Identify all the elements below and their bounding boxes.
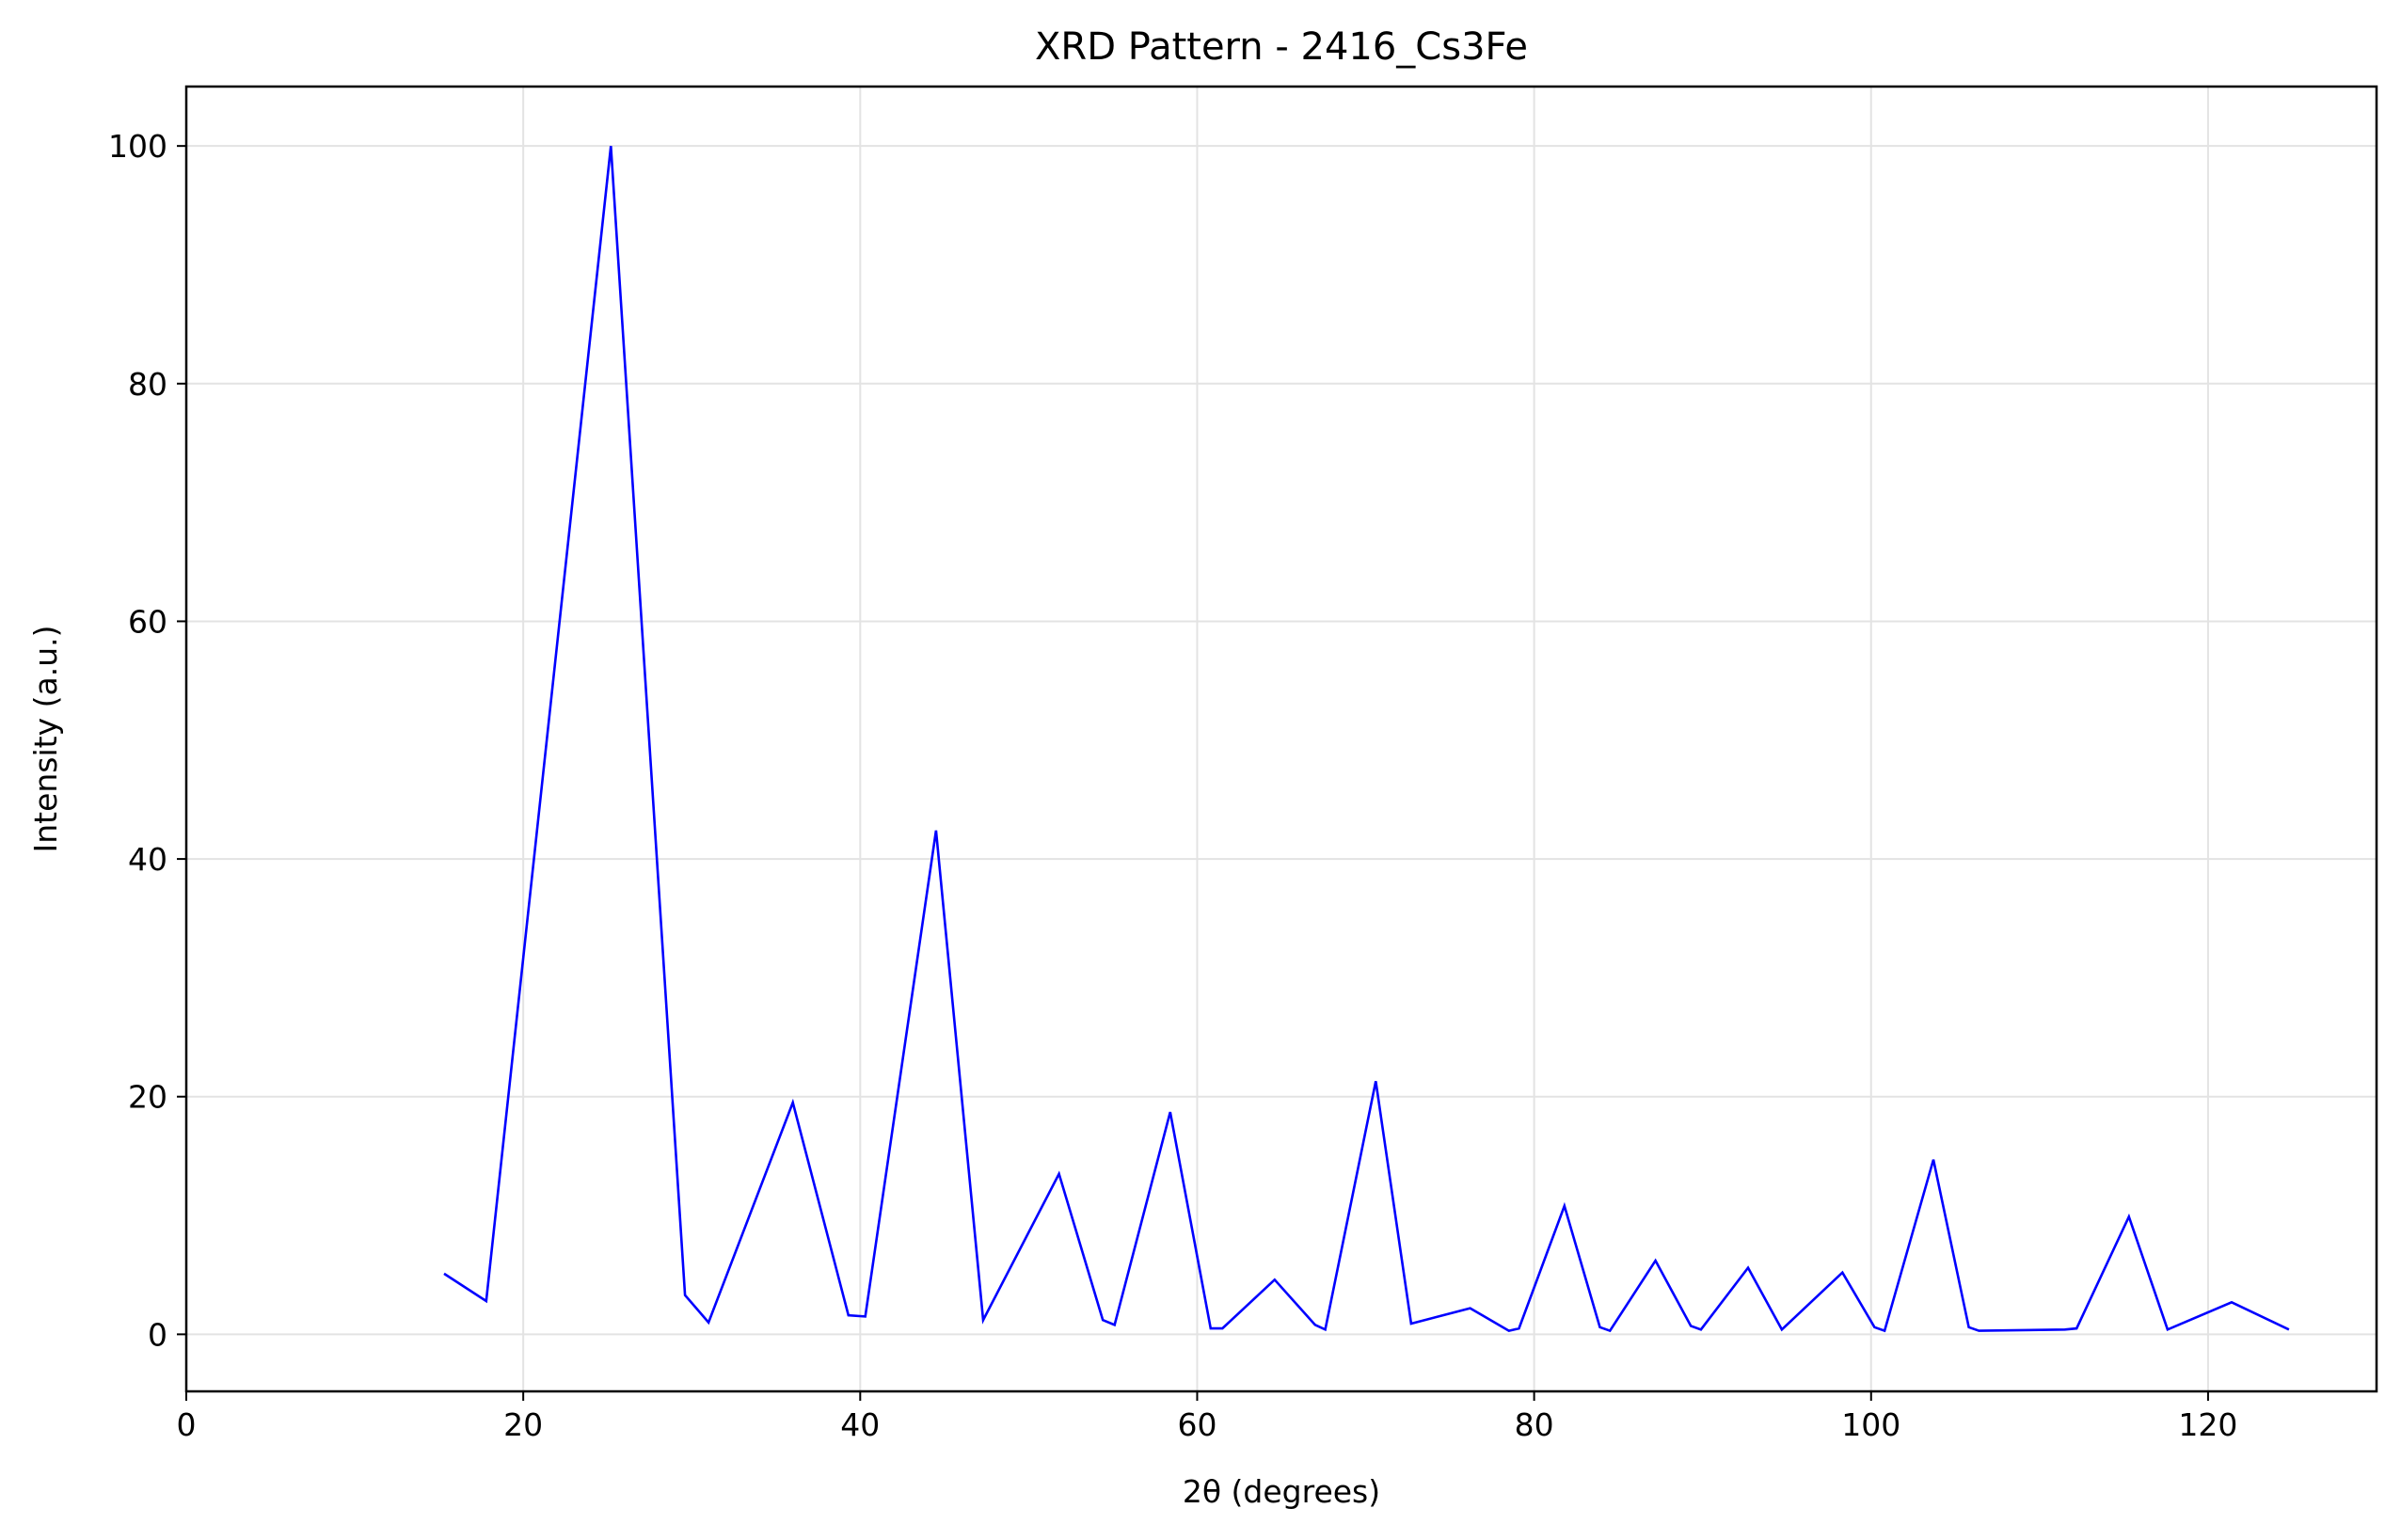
series-layer: [443, 146, 2290, 1333]
y-tick-label: 60: [128, 603, 167, 640]
ticks: 0 20 40 60 80 100 120 0 20 40 60 80 100: [108, 128, 2237, 1443]
x-tick-label: 0: [177, 1406, 197, 1443]
y-tick-label: 80: [128, 366, 167, 403]
x-tick-label: 120: [2178, 1406, 2237, 1443]
x-tick-label: 40: [840, 1406, 880, 1443]
y-tick-label: 0: [148, 1316, 167, 1353]
chart-title: XRD Pattern - 2416_Cs3Fe: [1035, 25, 1528, 69]
y-tick-label: 100: [108, 128, 167, 165]
plot-frame: [184, 85, 2378, 1393]
x-tick-label: 80: [1515, 1406, 1554, 1443]
x-axis-title: 2θ (degrees): [1183, 1473, 1380, 1510]
xrd-series-line: [443, 146, 2290, 1333]
grid: [185, 87, 2377, 1391]
y-tick-label: 40: [128, 841, 167, 878]
x-tick-label: 20: [503, 1406, 543, 1443]
x-tick-label: 60: [1177, 1406, 1216, 1443]
y-axis-title: Intensity (a.u.): [27, 626, 64, 853]
y-tick-label: 20: [128, 1079, 167, 1116]
x-tick-label: 100: [1841, 1406, 1900, 1443]
